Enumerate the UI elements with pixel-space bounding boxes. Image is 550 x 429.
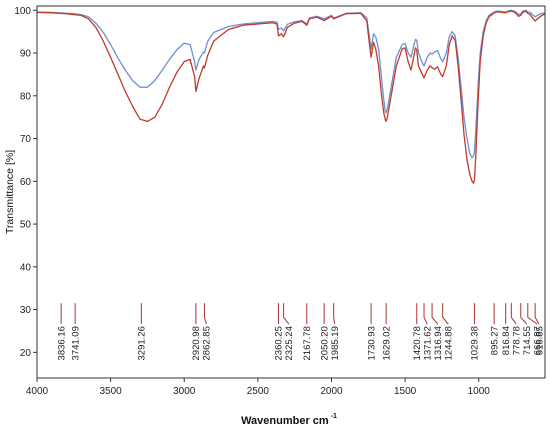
- peak-marker: [534, 303, 540, 325]
- y-tick-label: 100: [14, 6, 31, 17]
- peak-label: 1985.19: [330, 326, 341, 360]
- x-axis-title-text: Wavenumber cm: [241, 415, 329, 427]
- plot-frame: [36, 5, 546, 379]
- peak-label: 1029.38: [470, 326, 481, 360]
- peak-label: 3291.26: [137, 326, 148, 360]
- peak-label: 2325.24: [284, 326, 295, 360]
- x-tick-label: 1000: [468, 386, 491, 397]
- peak-label: 714.55: [522, 326, 533, 355]
- peak-label: 2360.25: [274, 326, 285, 360]
- peak-label: 666.87: [533, 326, 544, 355]
- peak-marker-layer: 3836.16 3741.09 3291.26 2920.98 2862.85 2360.…: [56, 303, 545, 360]
- peak-label: 1244.88: [444, 326, 455, 360]
- peak-label: 1420.78: [412, 326, 423, 360]
- peak-label: 1316.94: [433, 326, 444, 360]
- peak-label: 1730.93: [366, 326, 377, 360]
- peak-label: 2167.78: [302, 326, 313, 360]
- y-tick-label: 90: [20, 49, 32, 60]
- x-tick-label: 4000: [26, 386, 49, 397]
- series-layer: [36, 9, 546, 185]
- x-axis-ticks: 4000 3500 3000 2500 2000 1500 1000: [26, 378, 490, 397]
- x-tick-label: 2500: [247, 386, 270, 397]
- peak-label: 2862.85: [202, 326, 213, 360]
- x-axis-title: Wavenumber cm -1: [241, 413, 337, 427]
- y-tick-label: 50: [20, 220, 32, 231]
- peak-label: 1371.62: [423, 326, 434, 360]
- x-tick-label: 1500: [394, 386, 417, 397]
- spectrum-line-1: [36, 9, 546, 159]
- peak-label: 3741.09: [70, 326, 81, 360]
- y-tick-label: 80: [20, 91, 32, 102]
- peak-label: 2050.20: [319, 326, 330, 360]
- peak-marker: [431, 303, 439, 325]
- peak-marker: [510, 303, 517, 325]
- peak-marker: [527, 303, 538, 325]
- peak-label: 2920.98: [191, 326, 202, 360]
- y-tick-label: 30: [20, 305, 32, 316]
- x-axis-title-superscript: -1: [331, 413, 337, 420]
- x-tick-label: 3000: [173, 386, 196, 397]
- y-tick-label: 60: [20, 177, 32, 188]
- peak-label: 895.27: [489, 326, 500, 355]
- y-tick-label: 40: [20, 262, 32, 273]
- peak-marker: [203, 303, 207, 325]
- peak-marker: [283, 303, 290, 325]
- peak-marker: [520, 303, 528, 325]
- peak-marker: [423, 303, 428, 325]
- spectrum-line-2: [36, 10, 546, 185]
- x-tick-label: 3500: [99, 386, 122, 397]
- y-tick-label: 70: [20, 134, 32, 145]
- y-tick-label: 20: [20, 348, 32, 359]
- peak-label: 1629.02: [381, 326, 392, 360]
- peak-label: 778.78: [512, 326, 523, 355]
- y-axis-title: Transmittance [%]: [4, 150, 16, 234]
- x-tick-label: 2000: [320, 386, 343, 397]
- peak-label: 816.84: [501, 326, 512, 355]
- peak-marker: [442, 303, 449, 325]
- y-axis-ticks: 20 30 40 50 60 70 80 90 100: [14, 6, 37, 359]
- peak-label: 3836.16: [56, 326, 67, 360]
- peak-label: 616.85: [534, 326, 545, 355]
- peak-marker: [333, 303, 336, 325]
